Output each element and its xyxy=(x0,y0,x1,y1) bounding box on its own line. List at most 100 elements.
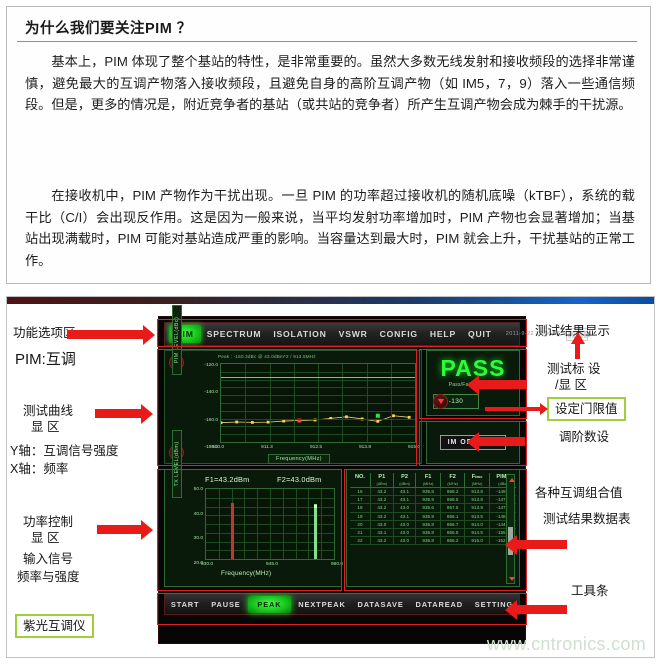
table-scrollbar[interactable] xyxy=(506,474,515,584)
table-cell-4-5: 914.0 xyxy=(464,520,490,529)
limit-decrease-icon[interactable] xyxy=(433,393,448,409)
menu-item-vswr[interactable]: VSWR xyxy=(338,329,368,339)
table-cell-0-5: 913.8 xyxy=(464,487,490,497)
tx-ytick-1: 40.0 xyxy=(193,511,203,517)
annotation-curve-area-1: 测试曲线 xyxy=(23,404,74,418)
table-row[interactable]: 22 43.2 43.0 935.8 955.2 915.0 -152.4 xyxy=(350,536,516,546)
table-cell-6-4: 955.2 xyxy=(440,536,466,546)
menu-item-isolation[interactable]: ISOLATION xyxy=(273,329,327,339)
table-cell-2-2: 43.0 xyxy=(393,503,417,513)
table-header-0: NO. xyxy=(350,473,371,488)
table-scroll-down-icon[interactable] xyxy=(507,574,516,583)
arrow-to-order xyxy=(467,431,525,452)
tool-nextpeak[interactable]: NEXTPEAK xyxy=(298,599,346,609)
table-scroll-up-icon[interactable] xyxy=(507,475,516,484)
annotation-toolbar: 工具条 xyxy=(571,584,609,598)
bottom-toolbar[interactable]: START PAUSE PEAK NEXTPEAK DATASAVE DATAR… xyxy=(164,593,520,615)
f2-power-label: F2=43.0dBm xyxy=(277,475,322,484)
table-row[interactable]: 19 43.2 43.1 935.9 956.1 913.5 -148.3 xyxy=(350,512,516,521)
instrument-figure: PIM SPECTRUM ISOLATION VSWR CONFIG HELP … xyxy=(6,296,655,658)
tool-start[interactable]: START xyxy=(170,599,200,609)
menu-item-quit[interactable]: QUIT xyxy=(468,329,492,339)
table-cell-4-4: 956.7 xyxy=(440,520,466,529)
tx-x-axis-label: Frequency(MHz) xyxy=(221,570,272,577)
tx-bar-tip xyxy=(314,504,318,508)
function-menu-bar[interactable]: PIM SPECTRUM ISOLATION VSWR CONFIG HELP … xyxy=(164,322,590,346)
table-row[interactable]: 20 43.0 43.0 935.8 956.7 914.0 -144.3 xyxy=(350,520,516,529)
marker-red xyxy=(297,418,302,423)
table-cell-5-5: 914.5 xyxy=(464,528,490,538)
article-panel: 为什么我们要关注PIM ？ 基本上，PIM 体现了整个基站的特性，是非常重要的。… xyxy=(6,6,651,284)
tool-datasave[interactable]: DATASAVE xyxy=(357,599,404,609)
menu-item-help[interactable]: HELP xyxy=(429,329,456,339)
table-row[interactable]: 16 43.2 43.1 935.8 958.2 913.8 -149.5 xyxy=(350,487,516,497)
pim-curve-panel: Peak : -150.3dBc @ 43.0dBm*2 / 913.5MHz … xyxy=(164,305,422,464)
annotation-axis-x: X轴：频率 xyxy=(10,462,69,476)
annotation-pim-meaning: PIM:互调 xyxy=(15,351,76,368)
arrow-to-curve xyxy=(95,403,153,424)
annotation-power-area-2: 显 区 xyxy=(31,531,60,545)
annotation-input-1: 输入信号 xyxy=(23,552,74,566)
pim-analyzer-screen: PIM SPECTRUM ISOLATION VSWR CONFIG HELP … xyxy=(158,305,590,644)
table-cell-5-3: 935.8 xyxy=(415,528,441,538)
table-cell-4-1: 43.0 xyxy=(370,520,394,529)
tx-y-axis-ticks: 50.0 40.0 30.0 20.0 xyxy=(177,484,203,566)
annotation-result-display: 测试结果显示 xyxy=(535,324,611,338)
table-cell-4-2: 43.0 xyxy=(393,520,417,529)
tx-xtick-0: 930.0 xyxy=(200,562,214,567)
annotation-brand: 紫光互调仪 xyxy=(15,614,94,638)
pim-y-axis-label: PIM LEVEL(dBc) xyxy=(172,305,182,375)
arrow-up-to-pass xyxy=(570,332,585,359)
tx-plot-area xyxy=(205,488,335,560)
arrow-to-threshold xyxy=(485,403,548,415)
table-cell-4-3: 935.8 xyxy=(415,520,441,529)
article-paragraph-1: 基本上，PIM 体现了整个基站的特性，是非常重要的。虽然大多数无线发射和接收频段… xyxy=(25,54,635,112)
tx-bar-F2 xyxy=(314,503,318,559)
menu-item-spectrum[interactable]: SPECTRUM xyxy=(206,329,262,339)
result-data-table: NO. P1 (dBm) P2 (dBm) F1 (MHz) F2 (MHz) Fₗₘ₀ (MHz… xyxy=(350,473,516,546)
table-row[interactable]: 17 43.2 43.1 935.9 958.5 913.8 -147.6 xyxy=(350,495,516,505)
tool-pause[interactable]: PAUSE xyxy=(211,599,241,609)
arrow-to-menu xyxy=(67,324,155,345)
tool-peak[interactable]: PEAK xyxy=(248,595,291,613)
tool-setting[interactable]: SETTING xyxy=(474,599,514,609)
table-header-1: P1 (dBm) xyxy=(370,473,394,488)
table-cell-5-0: 21 xyxy=(350,528,371,538)
article-title: 为什么我们要关注PIM ？ xyxy=(25,21,192,37)
annotation-mark-set-2: /显 区 xyxy=(555,378,587,392)
tx-ytick-3: 20.0 xyxy=(193,561,203,566)
tx-ytick-2: 30.0 xyxy=(193,536,203,542)
article-paragraph-2: 在接收机中，PIM 产物作为干扰出现。一旦 PIM 的功率超过接收机的随机底噪（… xyxy=(25,188,635,268)
tool-dataread[interactable]: DATAREAD xyxy=(415,599,464,609)
table-row[interactable]: 18 43.2 43.0 935.6 957.5 913.9 -147.8 xyxy=(350,503,516,513)
table-cell-2-3: 935.6 xyxy=(415,503,441,513)
pim-ytick-2: -160.0 xyxy=(204,417,218,423)
table-cell-0-3: 935.8 xyxy=(415,487,441,497)
pim-xtick-0: 910.0 xyxy=(211,445,225,450)
table-header-5: Fₗₘ₀ (MHz) xyxy=(464,473,490,488)
marker-green xyxy=(375,413,380,418)
table-cell-6-2: 43.0 xyxy=(393,536,417,546)
annotation-power-area-1: 功率控制 xyxy=(23,515,74,529)
tx-bar-F1 xyxy=(231,503,235,559)
table-cell-4-0: 20 xyxy=(350,520,371,529)
annotation-mark-set-1: 测试标 设 xyxy=(547,362,601,376)
pim-xtick-2: 912.5 xyxy=(309,445,323,450)
pim-ytick-1: -140.0 xyxy=(204,390,218,396)
tx-xtick-1: 945.0 xyxy=(265,562,279,567)
table-cell-3-5: 913.5 xyxy=(464,512,490,521)
annotation-function-area: 功能选项区 xyxy=(13,326,76,340)
table-row[interactable]: 21 43.1 43.0 935.8 955.5 914.5 -155.6 xyxy=(350,528,516,538)
table-cell-5-2: 43.0 xyxy=(393,528,417,538)
annotation-order-set: 调阶数设 xyxy=(559,430,610,444)
table-cell-5-6: -155.6 xyxy=(489,528,516,538)
table-cell-6-3: 935.8 xyxy=(415,536,441,546)
result-data-table-panel: NO. P1 (dBm) P2 (dBm) F1 (MHz) F2 (MHz) Fₗₘ₀ (MHz… xyxy=(346,469,520,587)
table-cell-1-3: 935.9 xyxy=(415,495,441,505)
table-cell-6-6: -152.4 xyxy=(489,536,516,546)
tx-x-axis-ticks: 930.0 945.0 960.0 xyxy=(195,562,345,571)
annotation-combo-values: 各种互调组合值 xyxy=(535,486,623,500)
pim-ytick-3: -180.0 xyxy=(204,445,218,450)
menu-item-config[interactable]: CONFIG xyxy=(379,329,418,339)
table-cell-2-4: 957.5 xyxy=(440,503,466,513)
